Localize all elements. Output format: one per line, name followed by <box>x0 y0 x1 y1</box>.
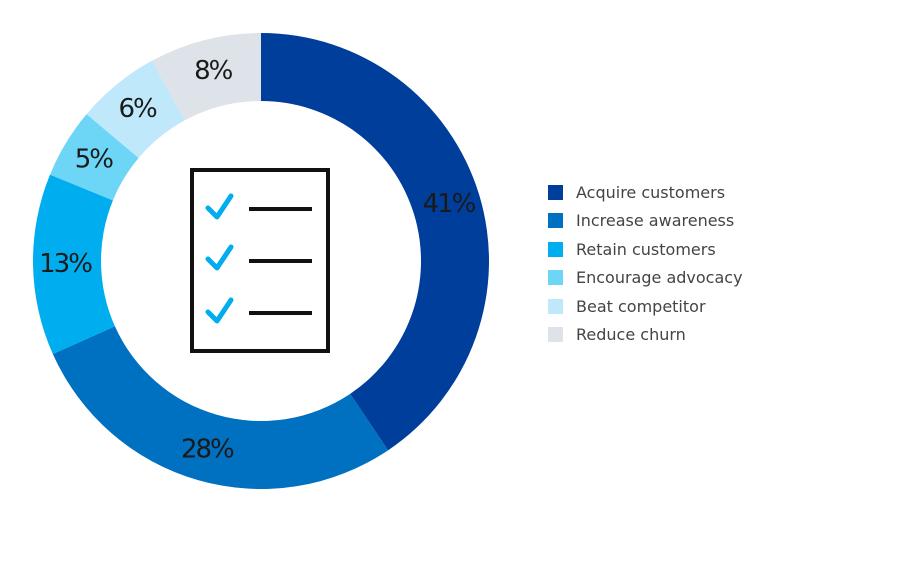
donut-slice <box>50 114 139 201</box>
slice-value-label: 6% <box>118 94 157 124</box>
slice-value-label: 13% <box>39 249 92 279</box>
checklist-icon <box>190 168 330 353</box>
legend-swatch <box>548 241 563 257</box>
donut-slice <box>52 326 389 489</box>
slice-value-label: 8% <box>194 56 233 86</box>
legend-item: Beat competitor <box>548 292 743 321</box>
legend-swatch <box>548 327 563 343</box>
legend-label: Increase awareness <box>576 211 735 231</box>
legend-item: Acquire customers <box>548 178 743 207</box>
donut-slices <box>33 33 490 489</box>
slice-value-labels: 41% 28% 13% 5%6% 8% <box>39 56 478 464</box>
legend-item: Encourage advocacy <box>548 264 743 293</box>
donut-slice <box>33 174 115 354</box>
slice-value-label: 5% <box>75 145 114 175</box>
legend-label: Retain customers <box>576 239 716 259</box>
slice-value-label: 28% <box>181 434 234 464</box>
legend-swatch <box>548 298 563 314</box>
chart-legend: Acquire customers Increase awareness Retai… <box>548 178 743 349</box>
check-mark-icon <box>205 193 234 220</box>
donut-slice <box>152 33 261 121</box>
legend-item: Reduce churn <box>548 321 743 350</box>
legend-swatch <box>548 213 563 229</box>
legend-swatch <box>548 184 563 200</box>
legend-label: Acquire customers <box>576 182 726 202</box>
check-mark-icon <box>205 297 234 324</box>
check-mark-icon <box>205 244 234 271</box>
legend-item: Retain customers <box>548 235 743 264</box>
donut-slice <box>86 60 185 158</box>
donut-slice <box>261 33 490 451</box>
legend-swatch <box>548 270 563 286</box>
legend-label: Encourage advocacy <box>576 268 743 288</box>
legend-label: Reduce churn <box>576 325 686 345</box>
checklist-frame <box>190 168 330 353</box>
slice-value-label: 41% <box>423 189 476 219</box>
legend-label: Beat competitor <box>576 296 706 316</box>
legend-item: Increase awareness <box>548 207 743 236</box>
